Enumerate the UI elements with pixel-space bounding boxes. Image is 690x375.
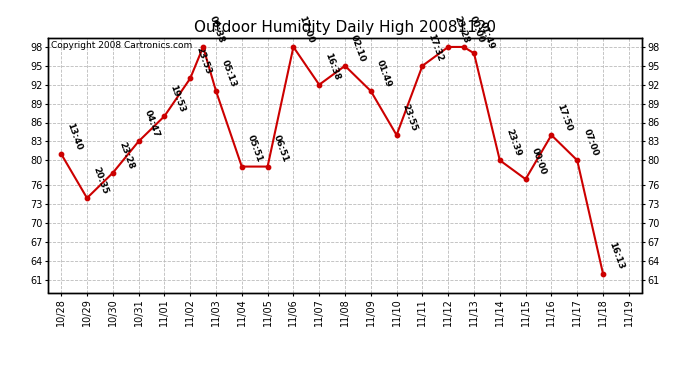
Text: 07:00: 07:00 (582, 128, 600, 158)
Point (288, 44, 299, 50)
Point (391, 132, 402, 138)
Point (107, 170, 118, 176)
Text: Copyright 2008 Cartronics.com: Copyright 2008 Cartronics.com (51, 41, 193, 50)
Text: 19:53: 19:53 (168, 83, 187, 113)
Point (56, 151, 67, 157)
Text: 06:51: 06:51 (272, 134, 290, 164)
Point (262, 164, 273, 170)
Text: 13:40: 13:40 (66, 121, 83, 151)
Point (458, 44, 469, 50)
Text: 02:10: 02:10 (349, 33, 367, 63)
Point (236, 164, 247, 170)
Point (185, 75, 196, 81)
Point (443, 44, 454, 50)
Text: 20:35: 20:35 (91, 165, 110, 195)
Point (81, 195, 92, 201)
Point (546, 132, 557, 138)
Point (365, 88, 376, 94)
Point (314, 82, 325, 88)
Text: 17:00: 17:00 (297, 14, 316, 44)
Point (572, 157, 583, 163)
Point (159, 113, 170, 119)
Text: 01:49: 01:49 (375, 58, 393, 88)
Text: 00:38: 00:38 (207, 14, 226, 44)
Point (469, 50, 480, 56)
Text: 17:50: 17:50 (555, 102, 574, 132)
Text: 23:28: 23:28 (117, 140, 135, 170)
Text: 23:28: 23:28 (453, 14, 471, 44)
Text: 04:47: 04:47 (143, 108, 161, 139)
Point (520, 176, 531, 182)
Text: 16:38: 16:38 (324, 52, 342, 82)
Text: 17:32: 17:32 (426, 33, 445, 63)
Text: 23:39: 23:39 (504, 128, 522, 158)
Text: 05:13: 05:13 (220, 58, 238, 88)
Point (339, 63, 351, 69)
Point (210, 88, 221, 94)
Point (598, 271, 609, 277)
Point (417, 63, 428, 69)
Title: Outdoor Humidity Daily High 20081120: Outdoor Humidity Daily High 20081120 (194, 20, 496, 35)
Text: 23:55: 23:55 (401, 102, 419, 132)
Point (197, 44, 208, 50)
Point (133, 138, 144, 144)
Point (494, 157, 505, 163)
Text: 00:00: 00:00 (530, 147, 548, 176)
Text: 16:13: 16:13 (607, 241, 625, 271)
Text: 23:53: 23:53 (195, 46, 213, 76)
Text: 05:51: 05:51 (246, 134, 264, 164)
Text: 00:00: 00:00 (468, 15, 486, 44)
Text: 01:49: 01:49 (478, 20, 497, 51)
